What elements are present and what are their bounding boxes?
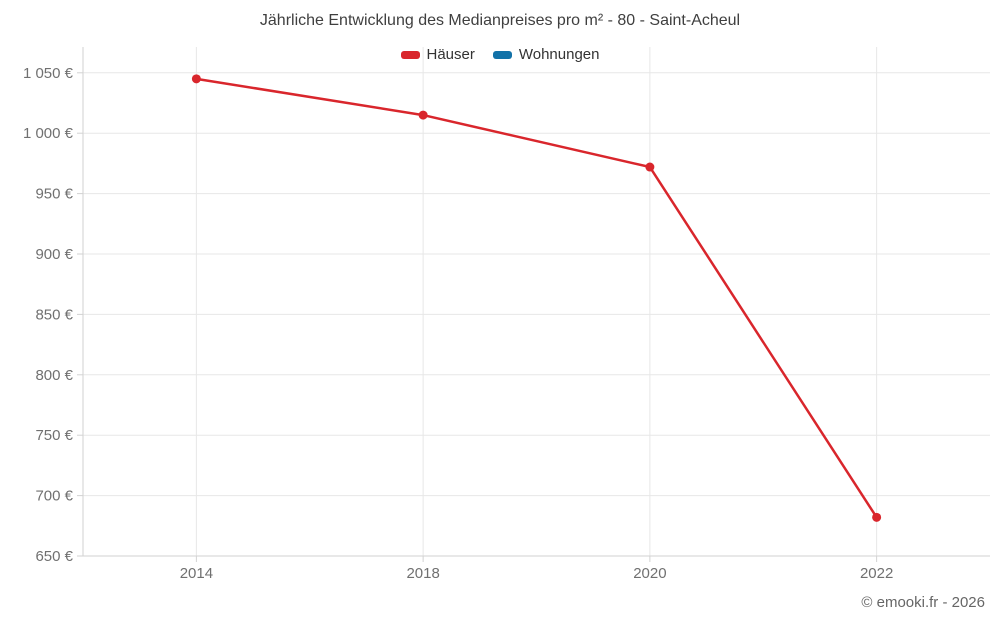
x-tick-label: 2022 — [860, 565, 893, 582]
series-line-huser — [195, 77, 878, 519]
legend: Häuser Wohnungen — [0, 46, 1000, 63]
legend-item-hauser[interactable]: Häuser — [400, 46, 475, 63]
legend-label-wohnungen: Wohnungen — [518, 46, 600, 63]
y-tick-label: 1 050 € — [23, 65, 74, 82]
data-point-2014[interactable] — [191, 74, 201, 84]
y-tick-label: 900 € — [35, 246, 73, 263]
y-tick-label: 1 000 € — [23, 125, 74, 142]
x-tick-label: 2014 — [180, 565, 213, 582]
data-point-2018[interactable] — [418, 110, 428, 120]
legend-swatch-hauser-icon — [400, 50, 420, 59]
y-tick-label: 650 € — [35, 548, 73, 565]
chart-title: Jährliche Entwicklung des Medianpreises … — [259, 12, 741, 29]
legend-swatch-wohnungen-icon — [492, 50, 512, 59]
legend-item-wohnungen[interactable]: Wohnungen — [492, 46, 600, 63]
legend-label-hauser: Häuser — [426, 46, 475, 63]
y-tick-label: 850 € — [35, 306, 73, 323]
x-tick-label: 2018 — [406, 565, 439, 582]
y-tick-label: 800 € — [35, 367, 73, 384]
y-tick-label: 750 € — [35, 427, 73, 444]
x-tick-label: 2020 — [633, 565, 666, 582]
y-tick-label: 700 € — [35, 488, 73, 505]
data-point-2022[interactable] — [872, 512, 882, 522]
y-tick-label: 950 € — [35, 186, 73, 203]
data-point-2020[interactable] — [645, 162, 655, 172]
copyright-credit: © emooki.fr - 2026 — [861, 594, 985, 611]
